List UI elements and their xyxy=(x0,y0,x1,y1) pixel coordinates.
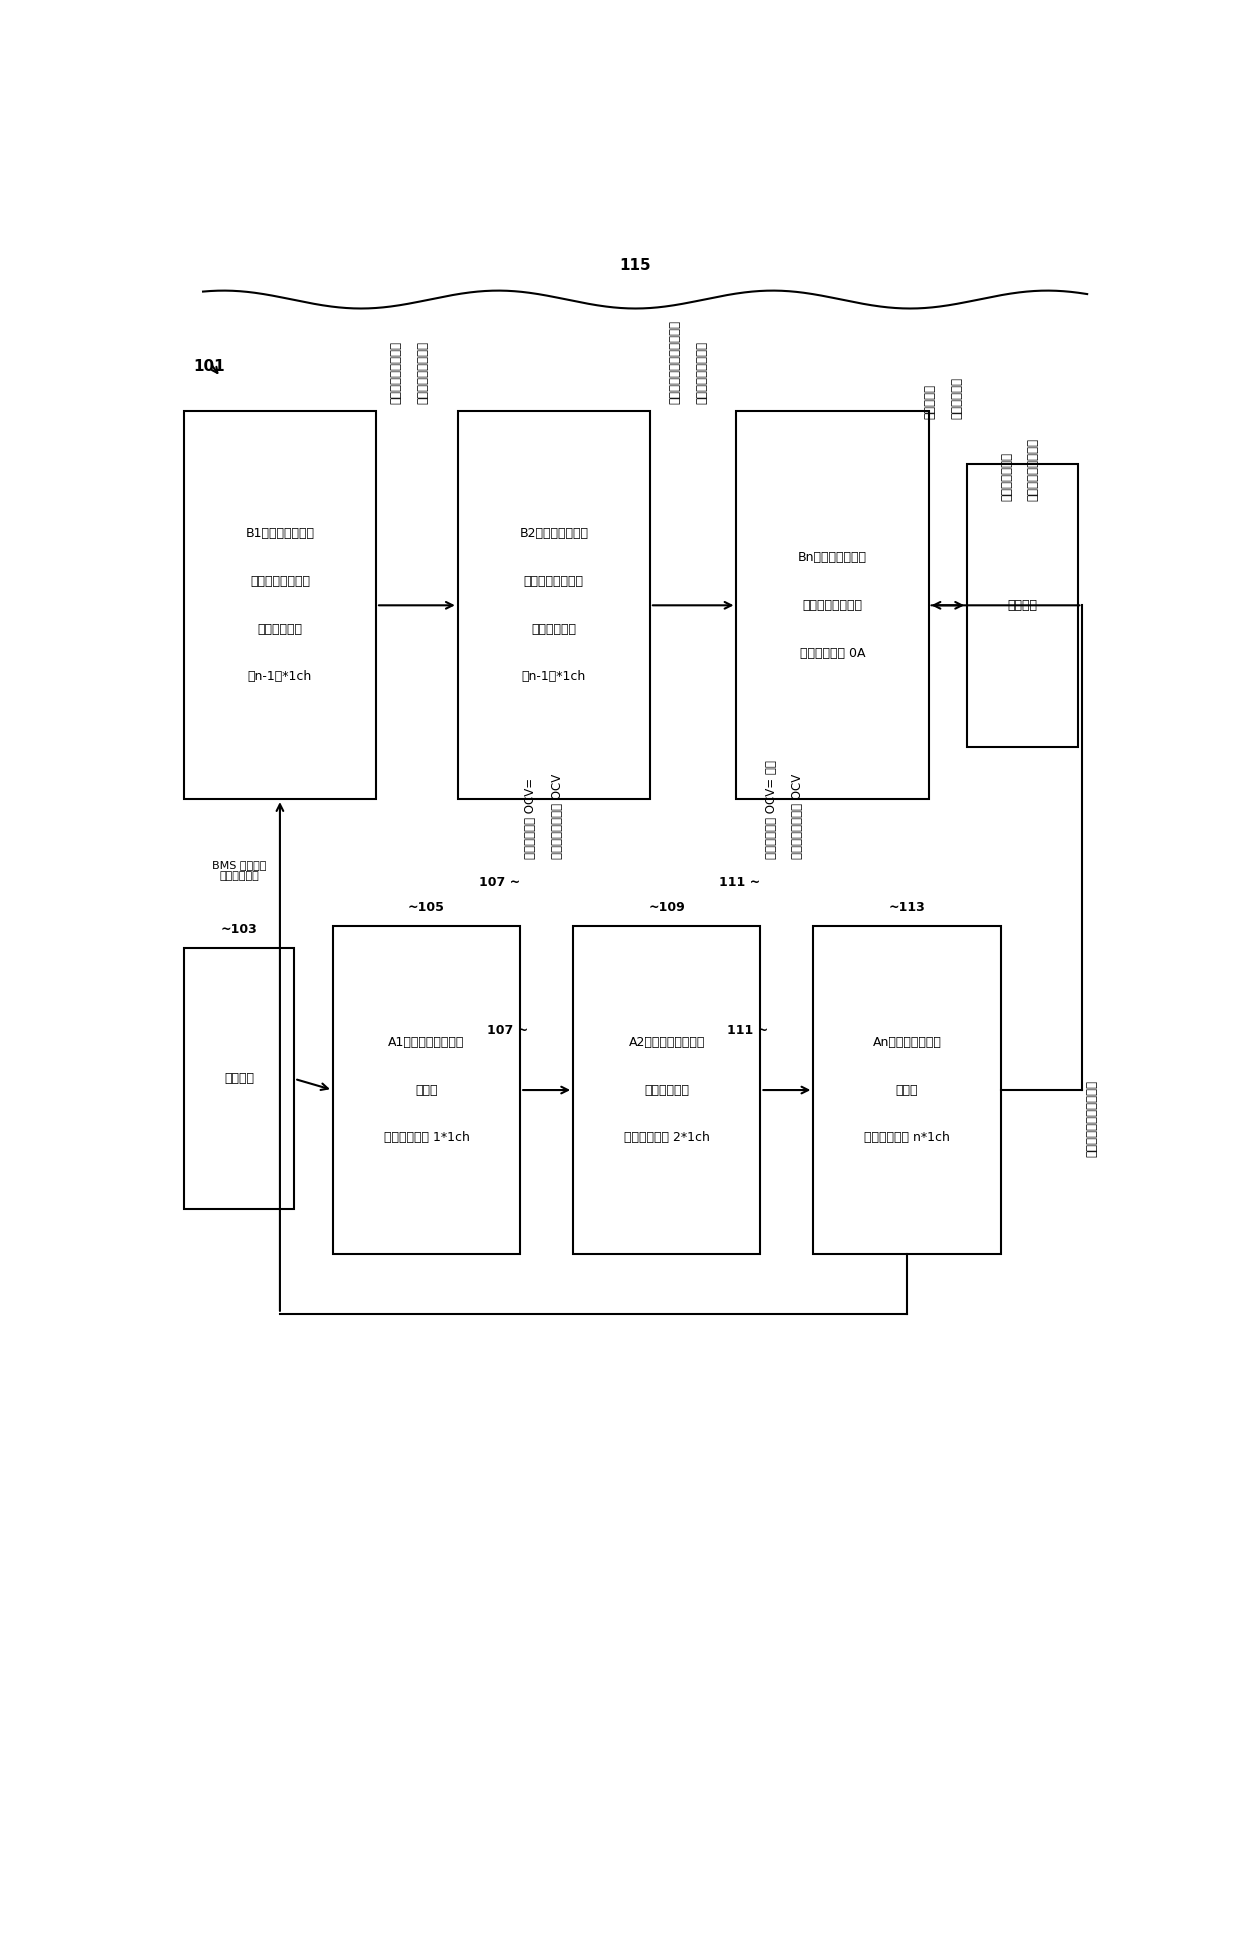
Text: Bn）将该电池断开: Bn）将该电池断开 xyxy=(799,552,867,564)
Text: ~113: ~113 xyxy=(889,901,925,914)
Text: 充电结束: 充电结束 xyxy=(1007,599,1038,612)
Bar xyxy=(332,926,521,1253)
Text: 111 ~: 111 ~ xyxy=(727,1025,768,1036)
Text: 电池。: 电池。 xyxy=(415,1083,438,1096)
Text: 充电模式: 充电模式 xyxy=(224,1073,254,1085)
Text: 107 ~: 107 ~ xyxy=(486,1025,528,1036)
Text: ~105: ~105 xyxy=(408,901,445,914)
Bar xyxy=(967,463,1078,748)
Text: 所有电池都: 所有电池都 xyxy=(923,384,936,418)
Text: 所连接电池的元件的: 所连接电池的元件的 xyxy=(389,341,403,405)
Text: 111 ~: 111 ~ xyxy=(719,876,760,889)
Text: B1）将该电池断开: B1）将该电池断开 xyxy=(246,527,315,540)
Text: 未连接电池。: 未连接电池。 xyxy=(645,1083,689,1096)
Text: A2）连接充电最低的: A2）连接充电最低的 xyxy=(629,1036,704,1048)
Text: 未连接电池的最低 OCV: 未连接电池的最低 OCV xyxy=(551,773,564,858)
Text: 并进行内部平衡。: 并进行内部平衡。 xyxy=(523,575,584,589)
Bar xyxy=(573,926,760,1253)
Text: 电池。: 电池。 xyxy=(895,1083,919,1096)
Text: 电池的单电池的: 电池的单电池的 xyxy=(999,451,1013,502)
Text: 107 ~: 107 ~ xyxy=(479,876,521,889)
Bar xyxy=(458,411,650,800)
Text: （n-1）*1ch: （n-1）*1ch xyxy=(248,670,312,684)
Bar xyxy=(737,411,929,800)
Text: 并进行内部平衡。: 并进行内部平衡。 xyxy=(802,599,863,612)
Text: 并进行内部平衡。: 并进行内部平衡。 xyxy=(250,575,310,589)
Text: 电压＞额定最大电压: 电压＞额定最大电压 xyxy=(1027,438,1040,502)
Text: 向充电器请求 n*1ch: 向充电器请求 n*1ch xyxy=(864,1131,950,1145)
Text: 电压＞额定最大电压: 电压＞额定最大电压 xyxy=(696,341,708,405)
Text: 101: 101 xyxy=(193,358,226,374)
Text: 所连接电池的 OCV= 最后: 所连接电池的 OCV= 最后 xyxy=(765,759,777,858)
Text: 115: 115 xyxy=(620,258,651,273)
Text: 所连接电池的 OCV=: 所连接电池的 OCV= xyxy=(525,779,537,858)
Text: 至少一个电池未被充满电: 至少一个电池未被充满电 xyxy=(1085,1081,1099,1156)
Text: 被充电和平衡: 被充电和平衡 xyxy=(950,378,963,418)
Text: 一个未连接电池的 OCV: 一个未连接电池的 OCV xyxy=(791,773,805,858)
Bar xyxy=(813,926,1001,1253)
Text: 向充电器请求: 向充电器请求 xyxy=(258,622,303,635)
Bar xyxy=(184,411,376,800)
Text: 电压＞额定最大电压: 电压＞额定最大电压 xyxy=(417,341,429,405)
Text: ~103: ~103 xyxy=(221,924,258,936)
Text: 向充电器请求: 向充电器请求 xyxy=(531,622,577,635)
Text: ~109: ~109 xyxy=(649,901,686,914)
Text: B2）将该电池断开: B2）将该电池断开 xyxy=(520,527,588,540)
Bar xyxy=(184,949,294,1209)
Text: A1）连接充电最低的: A1）连接充电最低的 xyxy=(388,1036,465,1048)
Text: 向充电器请求 0A: 向充电器请求 0A xyxy=(800,647,866,659)
Text: 向充电器请求 2*1ch: 向充电器请求 2*1ch xyxy=(624,1131,709,1145)
Text: An）连接最后一个: An）连接最后一个 xyxy=(873,1036,941,1048)
Text: （n-1）*1ch: （n-1）*1ch xyxy=(522,670,587,684)
Text: BMS 与充电器
之间通信良好: BMS 与充电器 之间通信良好 xyxy=(212,860,267,881)
Text: 最后一个连接电池的元件的: 最后一个连接电池的元件的 xyxy=(668,320,682,405)
Text: 向充电器请求 1*1ch: 向充电器请求 1*1ch xyxy=(383,1131,470,1145)
